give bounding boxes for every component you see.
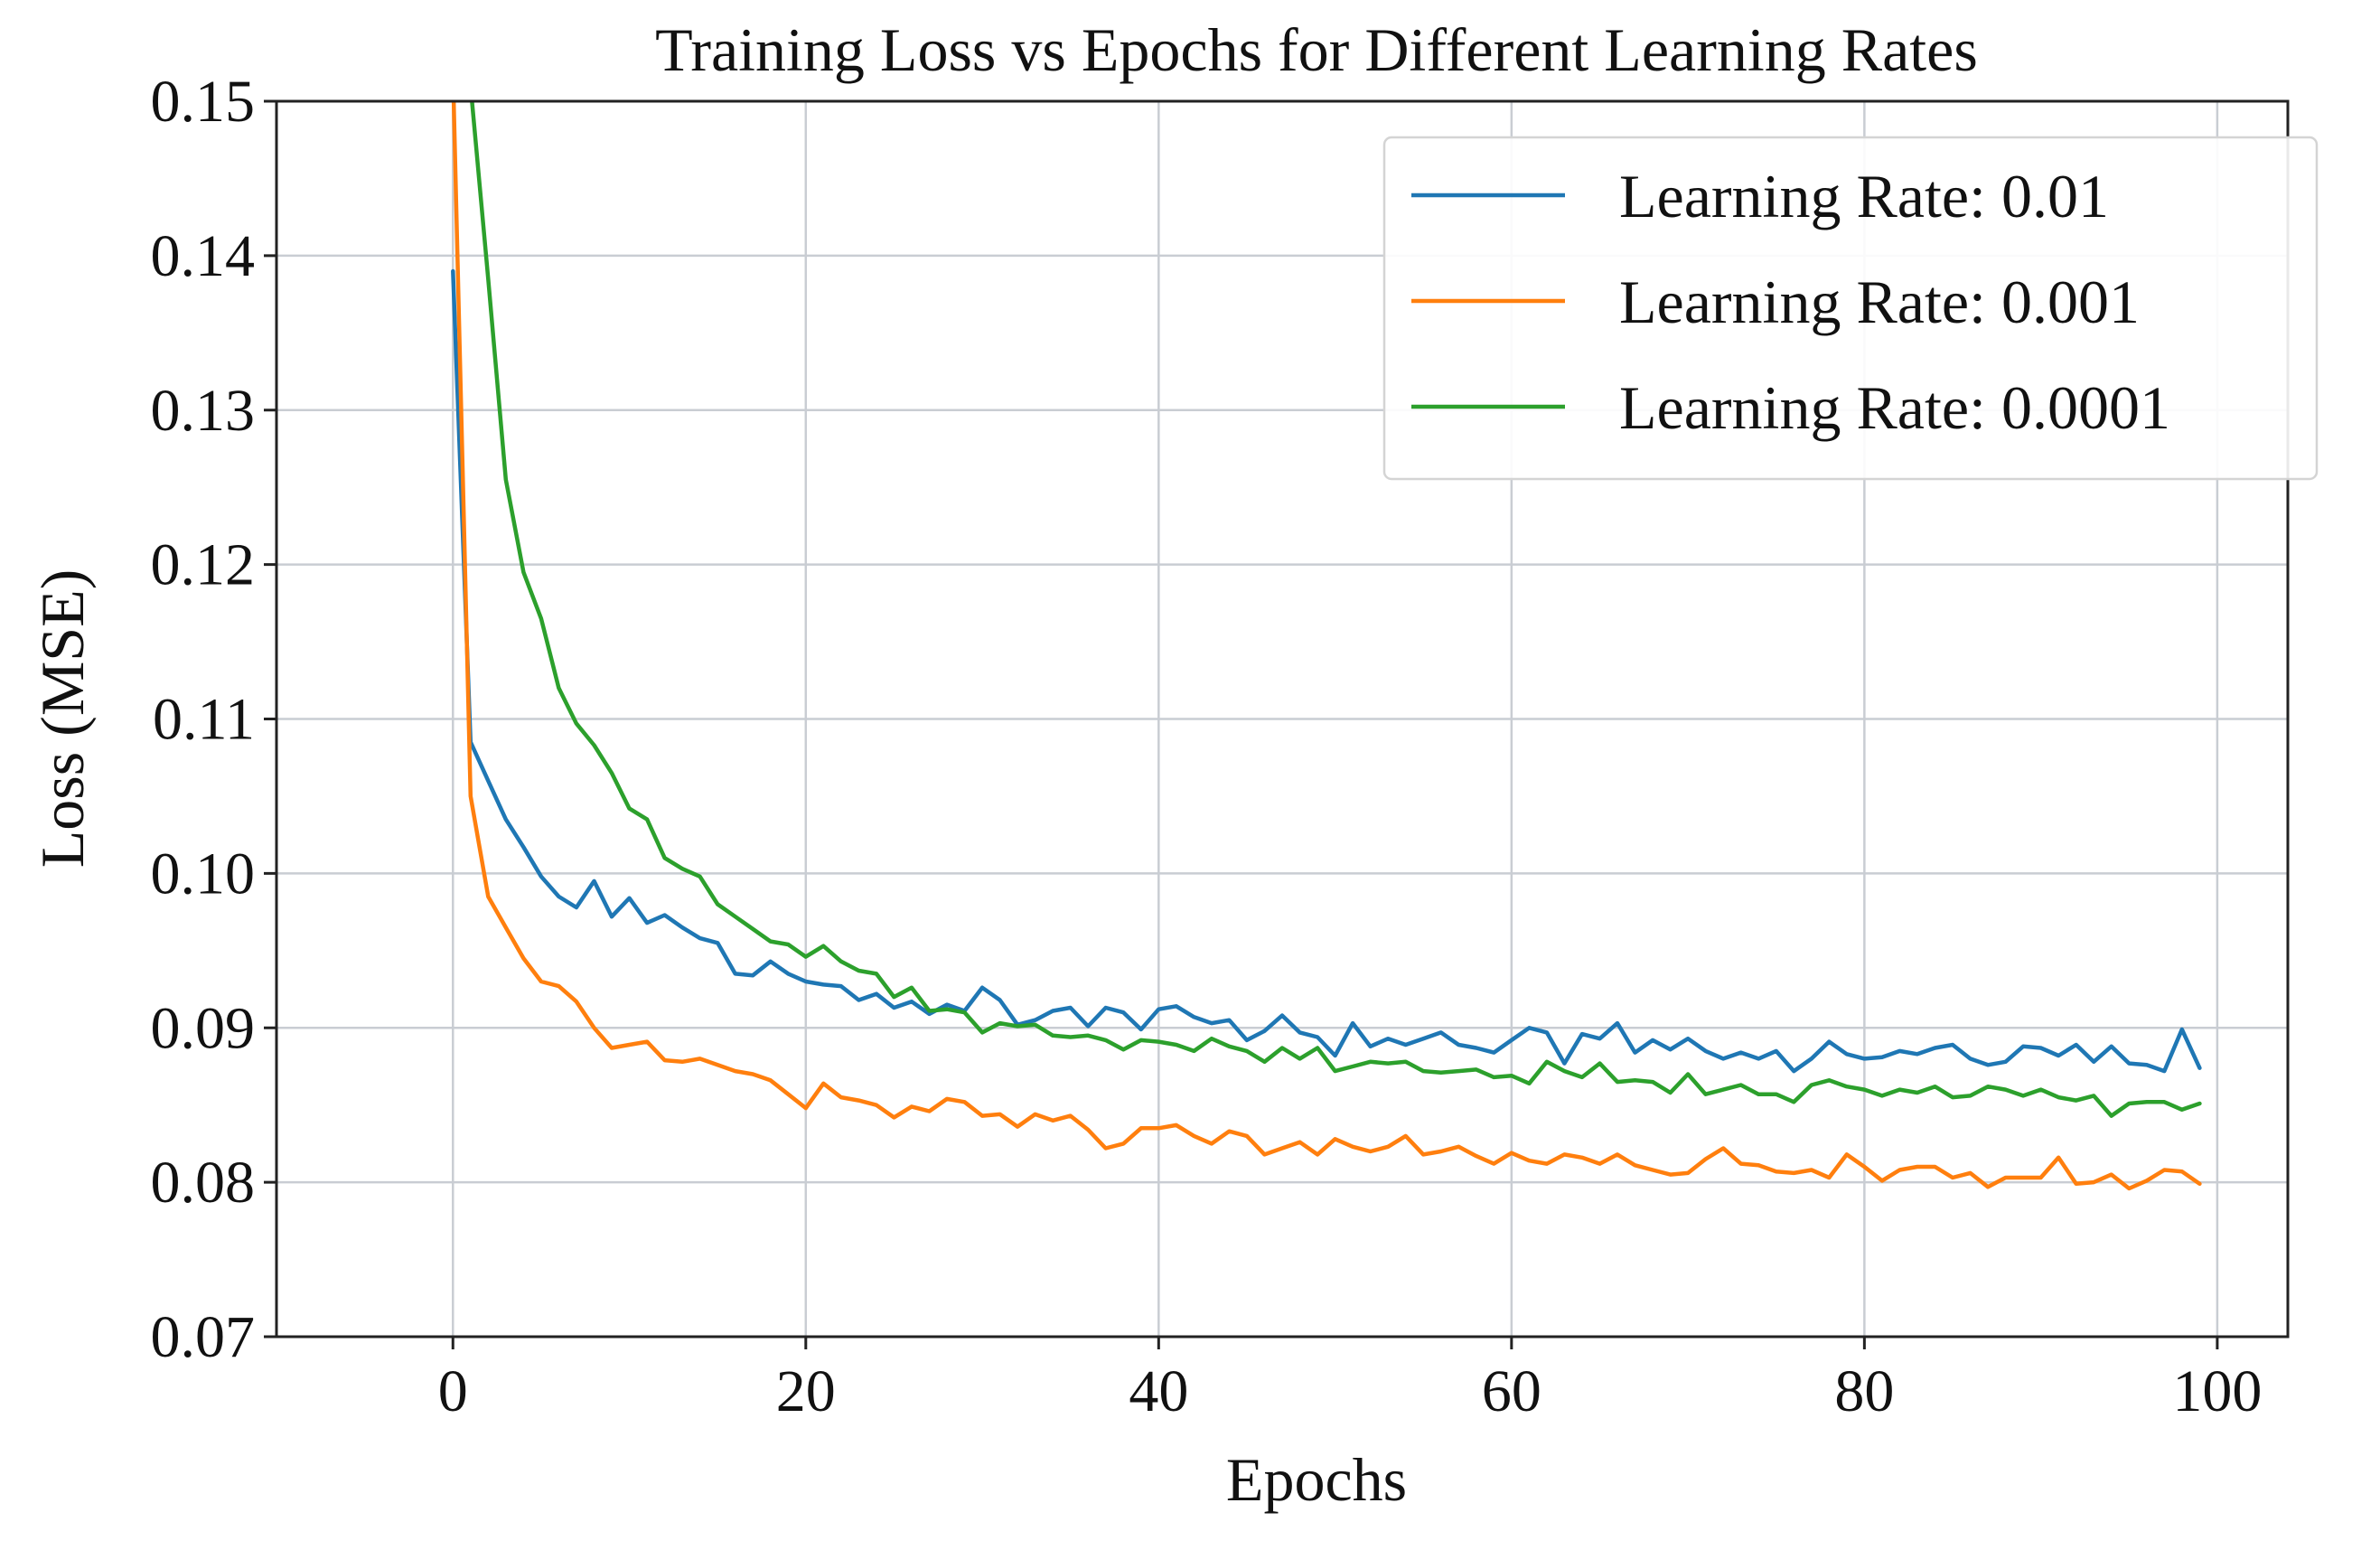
y-tick-label: 0.09 xyxy=(151,995,256,1061)
y-tick-label: 0.11 xyxy=(153,687,255,753)
y-tick-label: 0.13 xyxy=(151,378,256,444)
series-clip-group xyxy=(451,101,2202,1191)
y-tick-label: 0.08 xyxy=(151,1150,256,1216)
x-tick-label: 40 xyxy=(1129,1358,1188,1424)
x-tick-label: 20 xyxy=(776,1358,836,1424)
legend-label-1: Learning Rate: 0.01 xyxy=(1619,162,2109,230)
x-axis-label: Epochs xyxy=(1226,1445,1407,1514)
legend-label-3: Learning Rate: 0.0001 xyxy=(1619,373,2170,442)
series-lines xyxy=(451,101,2202,1191)
y-axis-label: Loss (MSE) xyxy=(28,569,97,869)
series-line-1 xyxy=(451,268,2202,1074)
x-tick-label: 60 xyxy=(1482,1358,1541,1424)
series-line-3 xyxy=(470,101,2202,1118)
legend: Learning Rate: 0.01 Learning Rate: 0.001 L… xyxy=(1382,136,2319,481)
legend-box xyxy=(1382,136,2319,481)
y-tick-label: 0.15 xyxy=(151,69,256,135)
chart-title: Training Loss vs Epochs for Different Le… xyxy=(655,15,1978,84)
x-tick-label: 100 xyxy=(2172,1358,2262,1424)
axis-ticks: 0 20 40 60 80 100 0.07 0.08 0.09 0.10 0.11 0.12 0.13… xyxy=(151,69,2263,1424)
series-line-2 xyxy=(451,101,2202,1191)
y-tick-label: 0.10 xyxy=(151,841,256,907)
y-tick-label: 0.14 xyxy=(151,223,256,289)
legend-label-2: Learning Rate: 0.001 xyxy=(1619,268,2140,336)
x-tick-label: 0 xyxy=(438,1358,468,1424)
y-tick-label: 0.12 xyxy=(151,532,256,598)
x-tick-label: 80 xyxy=(1834,1358,1894,1424)
y-tick-label: 0.07 xyxy=(151,1304,256,1370)
